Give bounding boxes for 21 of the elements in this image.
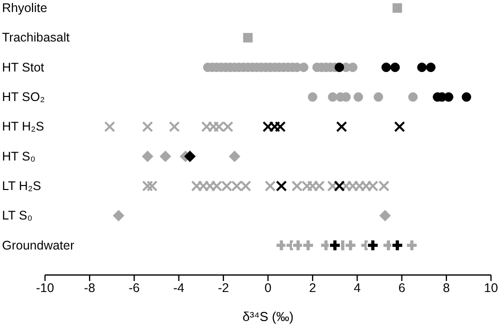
y-tick-label: HT SO₂ (2, 90, 45, 104)
x-tick-label: 2 (309, 280, 316, 295)
x-tick-label: -2 (218, 280, 229, 295)
x-tick-label: 8 (442, 280, 450, 295)
x-tick-label: 0 (264, 280, 272, 295)
y-tick-label: Groundwater (2, 238, 74, 252)
x-tick-label: -6 (128, 280, 140, 295)
x-axis-title: δ³⁴S (‰) (242, 309, 294, 324)
y-tick-label: HT Stot (2, 60, 45, 74)
x-tick-label: -8 (84, 280, 96, 295)
x-tick-label: 10 (484, 280, 498, 295)
y-tick-label: HT H₂S (2, 120, 44, 134)
y-tick-label: Rhyolite (2, 1, 48, 16)
x-tick-label: -4 (173, 280, 184, 295)
x-tick-label: 6 (398, 280, 406, 295)
x-tick-label: 4 (354, 280, 361, 295)
y-tick-label: LT H₂S (2, 179, 42, 194)
y-tick-label: HT S₀ (2, 149, 36, 164)
x-tick-label: -10 (36, 280, 54, 295)
y-tick-label: Trachibasalt (2, 30, 70, 45)
y-tick-label: LT S₀ (2, 208, 32, 223)
